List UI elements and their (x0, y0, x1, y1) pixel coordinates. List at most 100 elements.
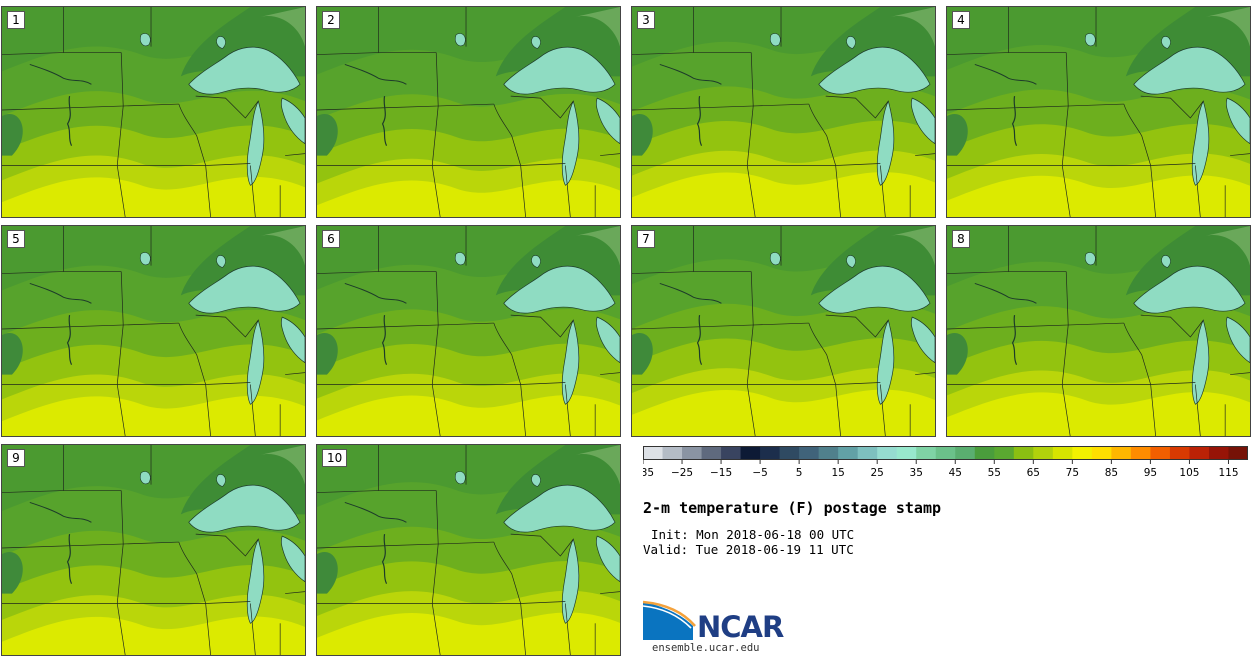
lake-small (140, 252, 151, 266)
state-border (947, 324, 1067, 330)
colorbar-tick-label: 55 (988, 467, 1001, 479)
state-border (1066, 103, 1124, 107)
colorbar-swatch (916, 446, 937, 460)
cool-region (890, 7, 935, 47)
river (66, 534, 73, 584)
lake-michigan (1191, 100, 1210, 186)
colorbar-swatch (721, 446, 741, 460)
colorbar-frame (643, 446, 1248, 460)
member-label-1: 1 (7, 11, 25, 29)
state-border (1066, 322, 1124, 326)
member-map-9 (2, 445, 305, 655)
state-border (2, 490, 122, 493)
state-border (285, 591, 305, 594)
lake-small (455, 471, 466, 485)
lake-small (1161, 36, 1171, 49)
state-border (250, 165, 256, 217)
state-border (121, 103, 179, 107)
lake-huron (1225, 97, 1250, 145)
state-border (317, 105, 437, 111)
member-map-1 (2, 7, 305, 217)
colorbar-swatch (818, 446, 839, 460)
colorbar-swatch (955, 446, 976, 460)
cool-region (317, 113, 338, 156)
lake-small (1085, 33, 1096, 47)
cool-region (2, 551, 23, 594)
lake-small (846, 36, 856, 49)
ncar-logo-text: NCAR (697, 610, 784, 644)
lake-small (531, 255, 541, 268)
lake-small (455, 252, 466, 266)
state-border (1123, 103, 1151, 166)
page-title: 2-m temperature (F) postage stamp (643, 499, 942, 517)
river (344, 282, 407, 304)
state-border (436, 541, 494, 545)
lake-small (140, 33, 151, 47)
ncar-logo-icon (643, 600, 696, 640)
state-border (116, 271, 126, 436)
cool-region (2, 113, 23, 156)
state-border (2, 324, 122, 330)
colorbar-swatch (1052, 446, 1073, 460)
river (344, 501, 407, 523)
river (696, 96, 703, 146)
state-border (1195, 165, 1201, 217)
state-border (751, 103, 809, 107)
state-border (880, 165, 886, 217)
cool-region (1205, 226, 1250, 266)
colorbar-swatch (994, 446, 1015, 460)
state-border (1061, 271, 1071, 436)
state-border (1140, 314, 1204, 338)
colorbar-tick-label: 15 (831, 467, 844, 479)
lake-superior (1133, 46, 1246, 95)
temperature-band (2, 616, 305, 655)
cool-region (317, 551, 338, 594)
lake-small (1085, 252, 1096, 266)
state-border (1140, 95, 1204, 119)
state-border (835, 163, 881, 166)
member-label-7: 7 (637, 230, 655, 248)
lake-small (1161, 255, 1171, 268)
member-map-8 (947, 226, 1250, 436)
state-border (195, 95, 259, 119)
state-border (2, 165, 211, 217)
colorbar-swatch (1013, 446, 1034, 460)
member-panel-2: 2 (316, 6, 621, 218)
lake-superior (503, 46, 616, 95)
state-border (205, 601, 251, 604)
lake-huron (280, 97, 305, 145)
river (659, 282, 722, 304)
lake-superior (503, 484, 616, 533)
lake-superior (503, 265, 616, 314)
state-border (1230, 153, 1250, 156)
state-border (431, 52, 441, 217)
member-label-8: 8 (952, 230, 970, 248)
state-border (317, 490, 437, 493)
state-border (510, 95, 574, 119)
cool-region (947, 332, 968, 375)
colorbar-tick-label: 35 (910, 467, 923, 479)
state-border (565, 384, 571, 436)
colorbar-swatch (974, 446, 995, 460)
state-border (250, 603, 256, 655)
state-border (317, 165, 526, 217)
lake-michigan (876, 100, 895, 186)
colorbar-tick-label: −35 (643, 467, 654, 479)
river (381, 534, 388, 584)
river (29, 63, 92, 85)
lake-small (531, 36, 541, 49)
state-border (250, 384, 256, 436)
state-border (632, 165, 841, 217)
colorbar-tick-label: 115 (1218, 467, 1238, 479)
cool-region (260, 445, 305, 485)
state-border (915, 153, 935, 156)
cool-region (575, 445, 620, 485)
colorbar-swatch (935, 446, 956, 460)
lake-superior (1133, 265, 1246, 314)
river (1011, 315, 1018, 365)
lake-small (770, 252, 781, 266)
colorbar-swatch (760, 446, 781, 460)
state-border (947, 105, 1067, 111)
colorbar-tick-label: 5 (796, 467, 803, 479)
state-border (510, 314, 574, 338)
